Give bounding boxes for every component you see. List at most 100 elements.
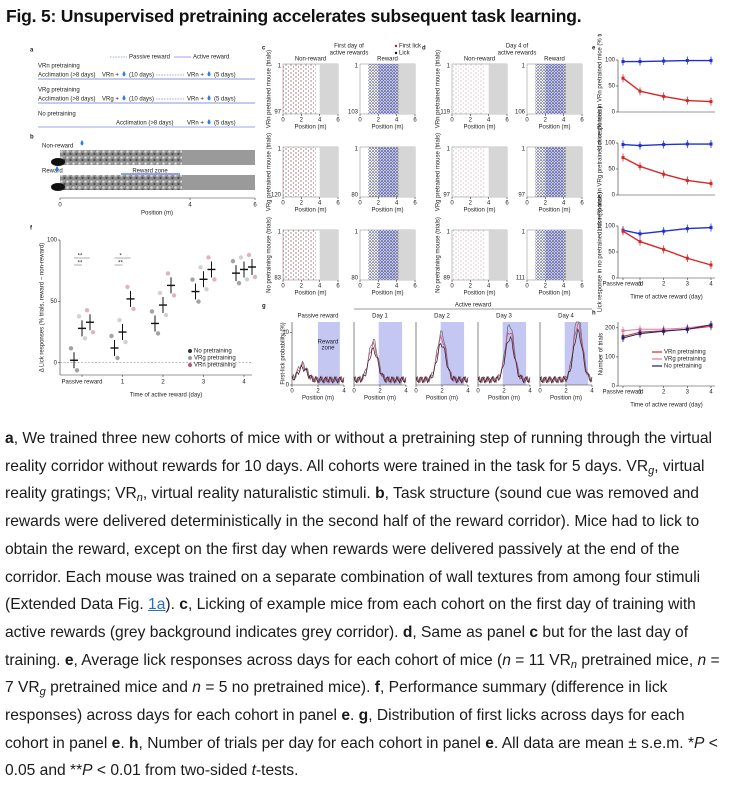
x-tick-label: 6: [505, 201, 509, 207]
lick-texture: [452, 64, 485, 114]
x-tick-label: 6: [413, 118, 417, 124]
mean-marker: [709, 100, 713, 104]
grey-region: [563, 147, 582, 197]
x-tick-label: 2: [440, 389, 444, 395]
x-tick-label: 6: [505, 284, 509, 290]
step-label: Acclimation (>8 days): [38, 97, 96, 103]
y-tick-label: 89: [443, 276, 450, 282]
x-tick-label: 2: [469, 118, 473, 124]
x-axis-label: Position (m): [141, 211, 173, 217]
caption-text: , virtual reality naturalistic stimuli.: [142, 485, 376, 503]
x-tick-label: Passive reward: [61, 380, 102, 386]
x-tick-label: 4: [395, 284, 399, 290]
panel-label: b: [30, 135, 34, 141]
subplot-title: Day 2: [434, 314, 450, 320]
y-axis-label: Lick responses in VRn pretrained mice (%…: [598, 34, 604, 150]
x-tick-label: 4: [188, 203, 192, 209]
grey-corridor: [182, 150, 255, 165]
reward-zone: [440, 322, 465, 385]
x-tick-label: 0: [538, 389, 542, 395]
x-axis-label: Position (m): [463, 291, 495, 297]
zone-box: [318, 338, 338, 352]
step-label: Acclimation (>8 days): [38, 73, 96, 79]
grey-region: [488, 147, 507, 197]
lick-texture: [452, 147, 485, 197]
figure-link[interactable]: 1a: [148, 596, 166, 614]
x-tick-label: 4: [466, 389, 470, 395]
x-tick-label: 4: [590, 389, 594, 395]
cohort-name: VRg pretraining: [38, 88, 80, 94]
x-tick-label: 0: [525, 284, 529, 290]
y-tick-label: 80: [351, 193, 358, 199]
y-tick-label: 1: [447, 64, 451, 70]
x-tick-label: 2: [564, 389, 568, 395]
x-tick-label: 3: [686, 282, 690, 288]
distribution-curve: [415, 343, 469, 384]
y-tick-label: 1: [522, 64, 526, 70]
significance-label: *: [119, 254, 122, 260]
y-tick-label: 111: [516, 276, 526, 282]
legend-label: VRg pretraining: [664, 357, 706, 363]
mean-marker: [685, 227, 689, 231]
x-tick-label: 6: [580, 201, 584, 207]
x-tick-label: 4: [342, 389, 346, 395]
x-tick-label: 0: [358, 201, 362, 207]
legend-label: First lick: [399, 44, 422, 50]
x-tick-label: 2: [300, 118, 304, 124]
grey-region: [396, 230, 415, 280]
x-tick-label: 6: [336, 284, 340, 290]
cohort-dot: [238, 255, 244, 260]
x-axis-label: Position (m): [371, 291, 403, 297]
grey-region: [319, 147, 338, 197]
y-tick-label: 1: [522, 147, 526, 153]
series-line: [622, 77, 712, 103]
italic: t: [251, 762, 256, 780]
x-axis-label: Position (m): [463, 208, 495, 214]
italic: n: [192, 679, 201, 697]
lick-texture: [283, 64, 316, 114]
mean-marker: [685, 178, 689, 182]
series-line: [622, 226, 712, 235]
step-label: Acclimation (>8 days): [116, 121, 174, 127]
cohort-dot: [125, 284, 130, 290]
x-axis-label: Position (m): [371, 125, 403, 131]
y-axis-label: VRn pretrained mouse (trials): [267, 50, 273, 128]
panel-title: active rewards: [498, 51, 537, 57]
distribution-curve: [539, 328, 593, 384]
corridor-label: Reward: [42, 169, 63, 175]
mean-marker: [662, 143, 666, 147]
grey-region: [319, 64, 338, 114]
panel-ref: b: [375, 485, 385, 503]
mean-marker: [621, 60, 625, 64]
lick-texture: [283, 147, 316, 197]
cohort-dot: [149, 309, 155, 314]
legend-label: No pretraining: [194, 349, 232, 355]
caption-text: , virtual reality gratings; VR: [5, 457, 705, 503]
subscript: g: [39, 686, 46, 699]
legend-dot: [394, 44, 398, 48]
cohort-dot: [82, 336, 88, 341]
y-tick-label: 80: [351, 276, 358, 282]
y-tick-label: 50: [608, 250, 615, 256]
x-tick-label: 0: [450, 118, 454, 124]
lick-texture: [535, 230, 566, 280]
x-tick-label: 3: [686, 390, 690, 396]
cohort-dot: [212, 277, 217, 282]
lick-texture: [368, 230, 399, 280]
distribution-curve: [477, 324, 531, 384]
panel-ref: d: [402, 623, 413, 641]
x-tick-label: 1: [638, 282, 642, 288]
cohort-dot: [244, 277, 250, 282]
x-axis-label: Position (m): [302, 396, 334, 402]
caption-text: , Average lick responses across days for…: [73, 651, 503, 669]
lick-texture: [535, 64, 566, 114]
panel-ref: f: [374, 679, 380, 697]
x-tick-label: 4: [404, 389, 408, 395]
y-tick-label: 97: [518, 193, 525, 199]
x-tick-label: 1: [638, 390, 642, 396]
italic: P: [82, 762, 93, 780]
caption-text: ).: [165, 596, 180, 614]
y-tick-label: 120: [271, 193, 282, 199]
